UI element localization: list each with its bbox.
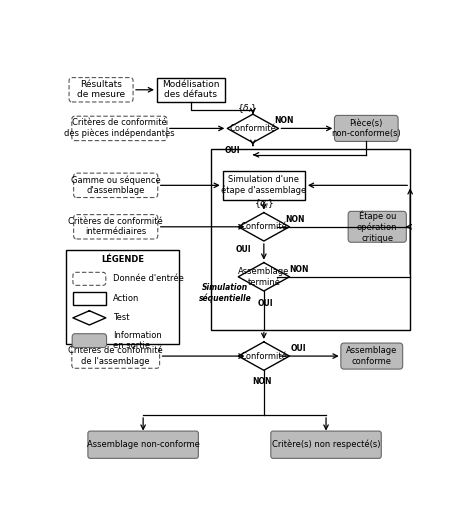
Text: Simulation
séquentielle: Simulation séquentielle bbox=[199, 283, 252, 303]
Text: OUI: OUI bbox=[291, 344, 306, 353]
Text: Conformité: Conformité bbox=[240, 222, 287, 231]
Text: $\{\delta_i\}$: $\{\delta_i\}$ bbox=[237, 102, 257, 115]
FancyBboxPatch shape bbox=[348, 211, 406, 242]
Text: OUI: OUI bbox=[236, 244, 252, 253]
Text: NON: NON bbox=[285, 215, 305, 224]
Bar bbox=[223, 171, 305, 200]
Polygon shape bbox=[238, 213, 289, 241]
Text: Simulation d'une
étape d'assemblage: Simulation d'une étape d'assemblage bbox=[221, 175, 306, 195]
Polygon shape bbox=[238, 342, 289, 370]
Text: Information
en sortie: Information en sortie bbox=[113, 331, 162, 351]
Polygon shape bbox=[73, 311, 106, 325]
Text: OUI: OUI bbox=[258, 299, 273, 308]
Bar bbox=[73, 292, 106, 305]
Text: Assemblage
conforme: Assemblage conforme bbox=[346, 346, 397, 366]
Text: NON: NON bbox=[274, 116, 294, 125]
Text: Test: Test bbox=[113, 313, 130, 323]
Polygon shape bbox=[238, 262, 289, 291]
Text: Assemblage non-conforme: Assemblage non-conforme bbox=[87, 440, 200, 449]
Text: Modélisation
des défauts: Modélisation des défauts bbox=[162, 80, 219, 99]
FancyBboxPatch shape bbox=[72, 344, 160, 369]
Text: NON: NON bbox=[289, 265, 308, 274]
FancyBboxPatch shape bbox=[341, 343, 403, 369]
FancyBboxPatch shape bbox=[72, 116, 167, 140]
FancyBboxPatch shape bbox=[73, 272, 106, 285]
Text: Pièce(s)
non-conforme(s): Pièce(s) non-conforme(s) bbox=[331, 119, 401, 138]
Text: Conformité: Conformité bbox=[240, 352, 287, 361]
Polygon shape bbox=[228, 114, 278, 143]
Text: NON: NON bbox=[252, 377, 272, 386]
Text: Résultats
de mesure: Résultats de mesure bbox=[77, 80, 125, 99]
FancyBboxPatch shape bbox=[74, 214, 158, 239]
Text: Étape ou
opération
critique: Étape ou opération critique bbox=[357, 211, 397, 243]
Text: Action: Action bbox=[113, 294, 140, 303]
Bar bbox=[157, 78, 225, 102]
Text: Donnée d'entrée: Donnée d'entrée bbox=[113, 275, 184, 284]
FancyBboxPatch shape bbox=[271, 431, 381, 458]
FancyBboxPatch shape bbox=[69, 78, 133, 102]
Text: Assemblage
terminé: Assemblage terminé bbox=[238, 267, 289, 287]
Text: Conformité: Conformité bbox=[229, 124, 276, 133]
Text: OUI: OUI bbox=[225, 146, 241, 155]
Text: $\{\alpha_j\}$: $\{\alpha_j\}$ bbox=[254, 199, 274, 211]
Bar bbox=[66, 250, 179, 344]
Text: LÉGENDE: LÉGENDE bbox=[101, 255, 144, 264]
FancyBboxPatch shape bbox=[335, 116, 398, 142]
FancyBboxPatch shape bbox=[88, 431, 198, 458]
FancyBboxPatch shape bbox=[72, 334, 107, 347]
FancyBboxPatch shape bbox=[74, 173, 158, 197]
Text: Critère(s) non respecté(s): Critère(s) non respecté(s) bbox=[272, 440, 380, 449]
Text: Critères de conformité
intermédiaires: Critères de conformité intermédiaires bbox=[68, 217, 163, 237]
Text: Critères de conformité
des pièces indépendantes: Critères de conformité des pièces indépe… bbox=[64, 118, 175, 138]
Text: Critères de conformité
de l'assemblage: Critères de conformité de l'assemblage bbox=[68, 346, 163, 366]
Text: Gamme ou séquence
d'assemblage: Gamme ou séquence d'assemblage bbox=[71, 175, 160, 195]
Bar bbox=[211, 149, 410, 329]
